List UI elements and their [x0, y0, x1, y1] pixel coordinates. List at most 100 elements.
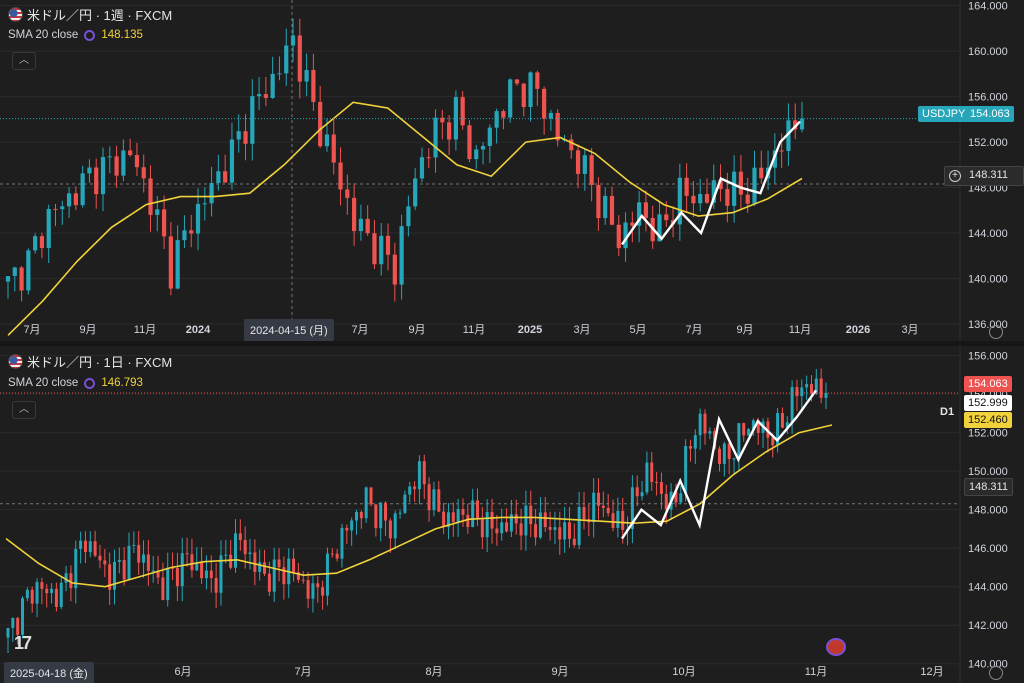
candle-body — [543, 512, 547, 528]
candle-body — [577, 507, 581, 546]
candle-body — [50, 588, 54, 594]
eye-icon[interactable] — [84, 29, 96, 41]
candle-body — [66, 193, 72, 207]
candle-body — [59, 582, 63, 608]
y-tick-label: 144.000 — [968, 582, 1008, 594]
candle-body — [437, 489, 441, 512]
y-tick-label: 150.000 — [968, 466, 1008, 478]
candle-body — [538, 512, 542, 538]
candle-body — [12, 267, 17, 276]
candle-body — [679, 493, 683, 503]
candle-body — [500, 522, 504, 534]
candle-body — [480, 145, 486, 150]
candle-body — [80, 173, 85, 206]
candle-body — [100, 157, 106, 195]
candle-body — [403, 494, 407, 513]
settings-gear-icon[interactable] — [989, 666, 1003, 680]
candle-body — [786, 120, 791, 152]
candle-body — [379, 235, 384, 265]
candle-body — [534, 524, 538, 538]
candle-body — [393, 513, 397, 539]
candle-body — [456, 509, 460, 522]
candle-body — [795, 387, 799, 397]
candle-body — [637, 202, 642, 226]
candle-body — [350, 520, 354, 531]
candle-body — [69, 573, 73, 589]
candle-body — [635, 487, 639, 497]
candle-body — [684, 446, 688, 494]
candle-body — [640, 492, 644, 497]
candle-body — [698, 413, 702, 436]
candle-body — [258, 562, 262, 572]
candle-body — [466, 514, 470, 528]
candle-body — [296, 572, 300, 580]
daily-sma-value: 146.793 — [101, 377, 143, 389]
candle-body — [53, 208, 58, 210]
candle-body — [385, 235, 391, 255]
candle-body — [751, 420, 755, 430]
candle-body — [26, 250, 31, 291]
candle-body — [297, 35, 302, 82]
candle-body — [471, 500, 475, 528]
weekly-chart-pane[interactable]: 164.000 160.000 156.000 152.000 148.000 144.0… — [0, 0, 1024, 341]
candle-body — [548, 112, 554, 119]
candle-body — [756, 420, 760, 433]
candle-body — [345, 189, 350, 198]
eye-icon[interactable] — [84, 377, 96, 389]
candle-body — [372, 233, 377, 265]
daily-chart-canvas[interactable]: 156.000154.000152.000150.000148.000146.0… — [0, 346, 1024, 683]
candle-body — [785, 422, 789, 428]
collapse-chevron-icon[interactable]: ︿ — [12, 401, 36, 419]
candle-body — [737, 423, 741, 459]
candle-body — [738, 171, 744, 195]
candle-body — [229, 139, 235, 183]
candle-body — [40, 582, 44, 589]
daily-chart-pane[interactable]: 156.000154.000152.000150.000148.000146.0… — [0, 346, 1024, 683]
candle-body — [64, 573, 68, 583]
candle-body — [440, 117, 445, 123]
candle-body — [417, 461, 421, 490]
candle-body — [318, 101, 323, 147]
candle-body — [408, 486, 412, 495]
collapse-chevron-icon[interactable]: ︿ — [12, 52, 36, 70]
x-tick-label: 3月 — [573, 324, 590, 336]
candle-body — [243, 540, 247, 555]
weekly-chart-title: 米ドル／円 · 1週 · FXCM — [27, 8, 173, 23]
candle-body — [330, 553, 334, 555]
candle-body — [529, 505, 533, 525]
candle-body — [369, 487, 373, 505]
weekly-chart-canvas[interactable]: 164.000160.000156.000152.000148.000144.0… — [0, 0, 1024, 341]
candle-body — [688, 446, 692, 449]
candle-body — [304, 70, 309, 82]
plus-circle-icon[interactable]: + — [949, 170, 961, 182]
sma-line — [7, 101, 803, 336]
candle-body — [267, 573, 271, 592]
candle-body — [442, 511, 446, 528]
candle-body — [127, 545, 131, 580]
candle-body — [156, 570, 160, 578]
weekly-last-price-tag: 154.063 — [966, 106, 1014, 122]
candle-body — [311, 583, 315, 599]
news-flag-icon[interactable] — [826, 638, 846, 656]
candle-body — [292, 558, 296, 573]
candle-body — [521, 83, 526, 108]
x-tick-label: 5月 — [629, 324, 646, 336]
candle-body — [655, 481, 659, 483]
candle-body — [664, 493, 668, 510]
candle-body — [272, 559, 276, 592]
candle-body — [611, 513, 615, 528]
x-tick-label: 2024 — [186, 324, 211, 336]
candle-body — [35, 582, 39, 604]
candle-body — [5, 275, 11, 282]
candle-body — [122, 560, 126, 580]
candle-body — [216, 171, 221, 184]
x-tick-label: 11月 — [134, 324, 156, 336]
candle-body — [722, 443, 726, 464]
x-tick-label: 2025 — [518, 324, 542, 336]
candle-body — [195, 562, 199, 571]
candle-body — [495, 528, 499, 534]
candle-body — [114, 156, 119, 176]
candle-body — [779, 150, 784, 152]
tradingview-logo-icon: 17 — [14, 633, 32, 653]
settings-gear-icon[interactable] — [989, 325, 1003, 339]
